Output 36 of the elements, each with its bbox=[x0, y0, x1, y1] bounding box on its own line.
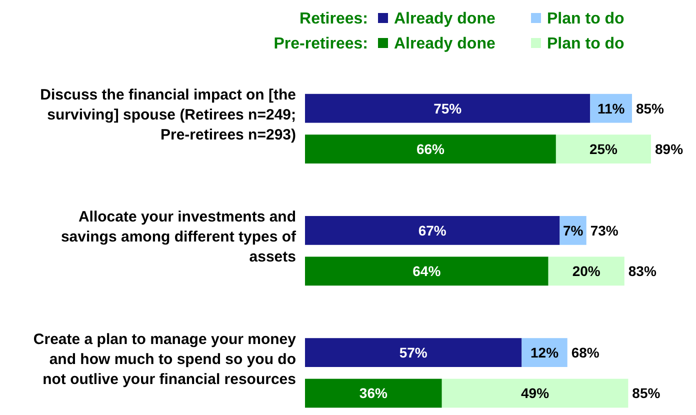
bar bbox=[556, 134, 651, 164]
data-label: 75% bbox=[434, 100, 462, 116]
data-label: 36% bbox=[359, 385, 388, 402]
text: Retirees: bbox=[300, 10, 368, 28]
legend-label: Already done bbox=[394, 10, 496, 28]
bar bbox=[305, 338, 522, 367]
data-label: 67% bbox=[418, 222, 447, 238]
bar bbox=[305, 216, 560, 245]
data-label: 66% bbox=[416, 140, 446, 157]
bar bbox=[305, 134, 556, 164]
data-label: 11% bbox=[597, 100, 626, 116]
text: Pre-retirees: bbox=[274, 36, 368, 53]
total-label: 85% bbox=[636, 100, 665, 116]
legend-label: Plan to do bbox=[547, 10, 625, 28]
y-tick-label: Discuss the financial impact on [the surviving] spouse (Retirees n=249; Pre-retirees n=293) bbox=[40, 86, 296, 144]
bar bbox=[305, 94, 590, 123]
bar bbox=[548, 256, 624, 286]
data-label: 57% bbox=[399, 344, 428, 360]
total-label: 83% bbox=[628, 263, 657, 280]
bar bbox=[305, 378, 442, 408]
data-label: 25% bbox=[589, 140, 618, 157]
data-label: 64% bbox=[412, 263, 442, 280]
y-tick-label: Allocate your investments and savings among different types of assets bbox=[60, 208, 297, 266]
data-label: 12% bbox=[530, 344, 560, 360]
total-label: 89% bbox=[655, 140, 684, 157]
total-label: 68% bbox=[571, 344, 600, 360]
y-tick-label: Create a plan to manage your money and how much to spend so you do not outlive your financial resources bbox=[33, 330, 297, 388]
bar bbox=[442, 378, 628, 408]
data-label: 20% bbox=[572, 263, 601, 280]
legend-label: Plan to do bbox=[547, 36, 625, 53]
data-label: 7% bbox=[562, 222, 584, 238]
total-label: 85% bbox=[632, 385, 661, 402]
total-label: 73% bbox=[590, 222, 619, 238]
data-label: 49% bbox=[521, 385, 550, 402]
legend-label: Already done bbox=[394, 36, 496, 53]
bar bbox=[305, 256, 548, 286]
